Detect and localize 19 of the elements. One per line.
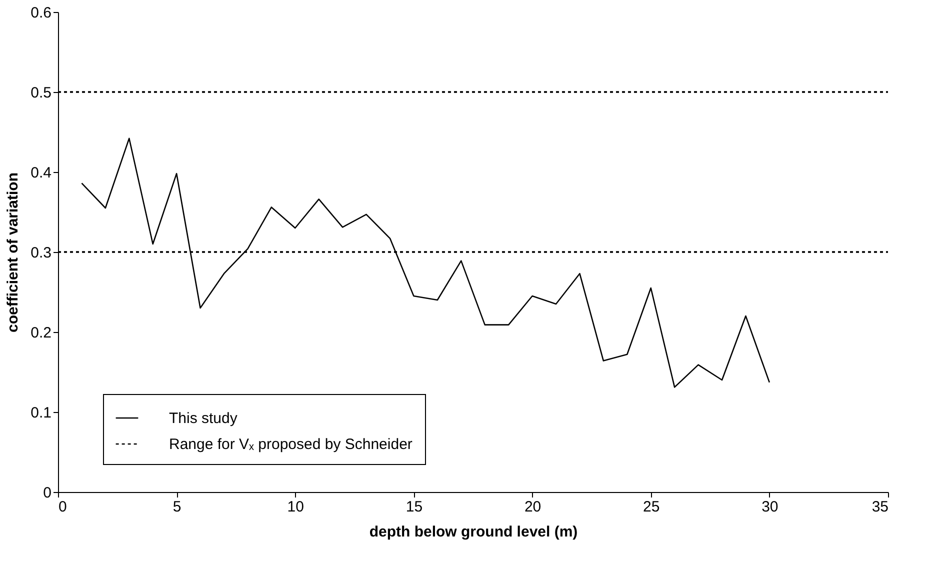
y-tick-label: 0.5 [30, 84, 52, 102]
legend-label: Range for Vₓ proposed by Schneider [169, 436, 412, 453]
y-tick-label: 0.3 [30, 244, 52, 262]
y-tick-label: 0.1 [30, 404, 52, 422]
y-axis-title: coefficient of variation [4, 172, 22, 333]
y-tick-label: 0.2 [30, 324, 52, 342]
x-tick-label: 35 [872, 498, 888, 516]
legend-label: This study [169, 410, 238, 427]
y-tick-label: 0.6 [30, 4, 52, 22]
x-tick-label: 0 [58, 498, 67, 516]
x-tick-label: 30 [762, 498, 778, 516]
x-tick-label: 15 [406, 498, 423, 516]
x-tick-label: 20 [524, 498, 542, 516]
x-axis-title: depth below ground level (m) [369, 524, 578, 540]
x-tick-label: 10 [287, 498, 304, 516]
x-tick-label: 5 [172, 498, 182, 516]
x-tick-label: 25 [643, 498, 660, 516]
y-tick-label: 0.4 [30, 164, 52, 182]
y-tick-label: 0 [43, 484, 52, 502]
